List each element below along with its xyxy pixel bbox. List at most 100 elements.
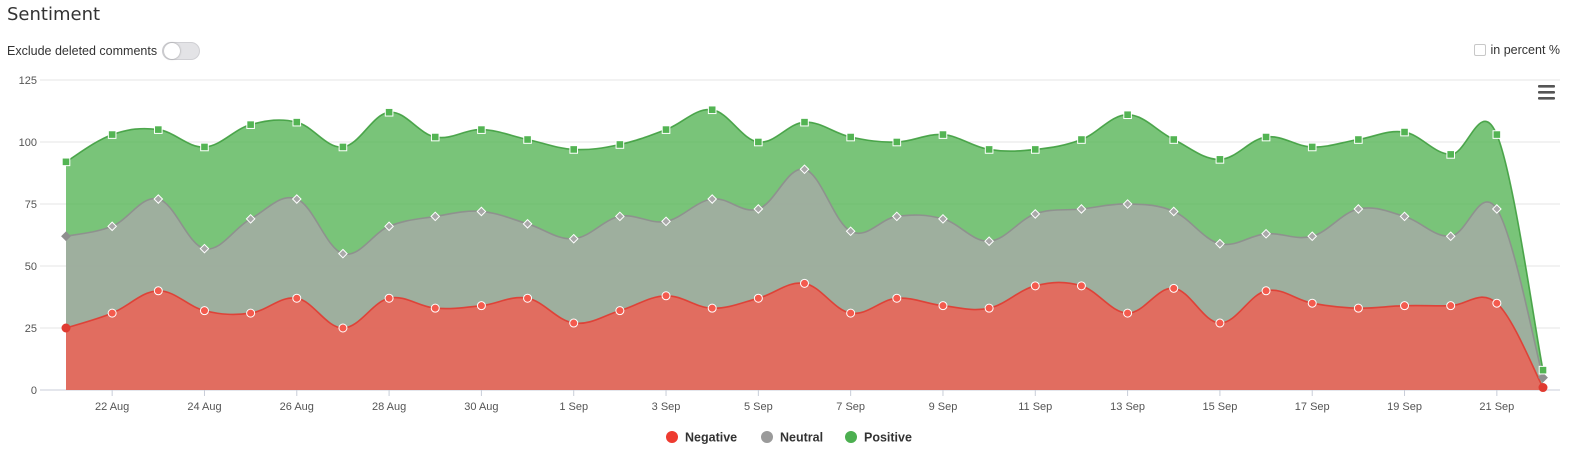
data-point-neutral[interactable] [938,213,948,224]
data-point-neutral[interactable] [1261,228,1271,239]
data-point-neutral[interactable] [245,213,256,224]
data-point-positive[interactable] [246,120,255,129]
data-point-neutral[interactable] [199,243,210,254]
data-point-neutral[interactable] [1538,372,1548,383]
data-point-neutral[interactable] [1122,199,1133,209]
data-point-negative[interactable] [1076,281,1086,291]
data-point-neutral[interactable] [1307,231,1318,242]
data-point-positive[interactable] [615,140,625,149]
data-point-negative[interactable] [569,318,579,328]
data-point-positive[interactable] [430,132,440,142]
data-point-negative[interactable] [384,293,394,303]
data-point-negative[interactable] [476,301,486,311]
legend-item-negative[interactable]: Negative [666,431,737,445]
data-point-neutral[interactable] [107,221,118,232]
data-point-negative[interactable] [1492,298,1502,308]
data-point-positive[interactable] [1538,365,1548,375]
data-point-negative[interactable] [615,306,625,316]
data-point-negative[interactable] [1538,383,1548,393]
data-point-positive[interactable] [338,142,348,152]
data-point-neutral[interactable] [799,164,810,175]
data-point-positive[interactable] [707,105,717,115]
exclude-deleted-toggle[interactable] [162,42,201,60]
data-point-neutral[interactable] [753,204,764,214]
data-point-positive[interactable] [892,137,902,147]
data-point-positive[interactable] [1307,142,1317,152]
data-point-positive[interactable] [107,130,117,139]
data-point-negative[interactable] [153,286,163,296]
data-point-neutral[interactable] [845,226,856,237]
data-point-neutral[interactable] [568,233,579,244]
data-point-positive[interactable] [569,145,579,154]
chart-menu-icon[interactable] [1538,85,1555,100]
data-point-neutral[interactable] [1491,204,1502,214]
data-point-neutral[interactable] [614,211,625,222]
data-point-negative[interactable] [892,293,902,303]
data-point-positive[interactable] [661,125,671,134]
data-point-positive[interactable] [1030,145,1040,154]
data-point-positive[interactable] [384,107,394,117]
data-point-neutral[interactable] [1076,204,1087,214]
data-point-negative[interactable] [61,323,71,333]
data-point-positive[interactable] [61,157,71,167]
data-point-positive[interactable] [1077,135,1086,144]
data-point-negative[interactable] [1446,301,1456,311]
data-point-neutral[interactable] [1353,204,1364,214]
data-point-neutral[interactable] [153,194,164,204]
data-point-neutral[interactable] [476,206,487,217]
legend-item-positive[interactable]: Positive [845,431,912,445]
data-point-negative[interactable] [1215,318,1225,328]
data-point-neutral[interactable] [1168,206,1179,217]
data-point-negative[interactable] [199,306,209,316]
data-point-positive[interactable] [1261,132,1271,142]
data-point-negative[interactable] [292,293,302,303]
data-point-positive[interactable] [1492,130,1502,139]
data-point-positive[interactable] [938,130,948,139]
data-point-neutral[interactable] [984,236,995,247]
data-point-neutral[interactable] [291,194,302,204]
data-point-negative[interactable] [707,303,717,313]
data-point-neutral[interactable] [661,216,671,227]
data-point-negative[interactable] [246,308,256,318]
data-point-neutral[interactable] [1215,238,1225,249]
data-point-negative[interactable] [753,293,763,303]
data-point-neutral[interactable] [61,231,71,242]
data-point-neutral[interactable] [707,194,718,204]
data-point-positive[interactable] [477,125,486,134]
data-point-positive[interactable] [984,145,994,154]
data-point-negative[interactable] [661,291,671,301]
data-point-positive[interactable] [1354,135,1363,144]
data-point-negative[interactable] [523,293,533,303]
data-point-neutral[interactable] [1445,231,1456,242]
data-point-neutral[interactable] [384,221,395,232]
data-point-neutral[interactable] [430,211,441,222]
data-point-negative[interactable] [1353,303,1363,313]
data-point-negative[interactable] [1307,298,1317,308]
data-point-positive[interactable] [523,135,532,144]
data-point-neutral[interactable] [1399,211,1410,222]
data-point-negative[interactable] [1261,286,1271,296]
legend-item-neutral[interactable]: Neutral [761,431,823,445]
data-point-negative[interactable] [1123,308,1133,318]
data-point-positive[interactable] [154,125,163,134]
in-percent-checkbox[interactable] [1473,44,1486,56]
data-point-negative[interactable] [107,308,117,318]
data-point-negative[interactable] [1169,283,1179,293]
data-point-neutral[interactable] [522,218,533,229]
data-point-negative[interactable] [430,303,440,313]
data-point-positive[interactable] [1215,155,1225,164]
data-point-positive[interactable] [1169,135,1179,144]
data-point-positive[interactable] [1446,150,1455,159]
data-point-negative[interactable] [938,301,948,311]
data-point-negative[interactable] [846,308,856,318]
data-point-positive[interactable] [200,142,209,152]
data-point-negative[interactable] [1030,281,1040,291]
data-point-negative[interactable] [338,323,348,333]
data-point-positive[interactable] [292,117,302,127]
data-point-neutral[interactable] [338,248,348,259]
data-point-positive[interactable] [800,117,809,127]
data-point-neutral[interactable] [891,211,902,222]
data-point-positive[interactable] [1400,127,1409,137]
data-point-neutral[interactable] [1030,209,1041,219]
data-point-negative[interactable] [984,303,994,313]
